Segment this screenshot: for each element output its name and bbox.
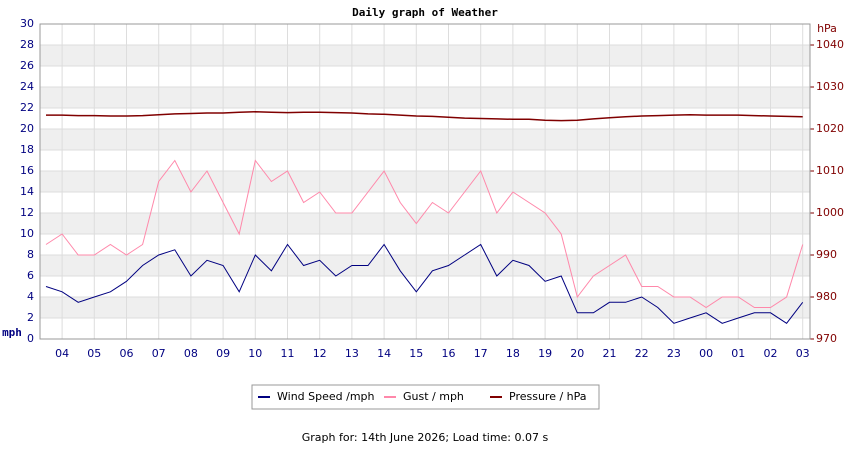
y-tick-label: 26 [20,59,34,72]
x-tick-label: 18 [506,347,520,360]
legend-label: Gust / mph [403,390,464,403]
y-tick-label: 22 [20,101,34,114]
series-line [45,243,804,324]
x-tick-label: 03 [796,347,810,360]
x-tick-label: 01 [731,347,745,360]
y-tick-label: 12 [20,206,34,219]
legend-box [251,384,600,410]
x-tick-label: 12 [313,347,327,360]
x-tick-label: 08 [184,347,198,360]
x-tick-label: 04 [55,347,69,360]
series-line [46,111,803,122]
x-tick-label: 15 [409,347,423,360]
y-axis-label: mph [2,326,22,339]
x-tick-label: 21 [603,347,617,360]
plot-border [39,23,811,340]
x-tick-label: 13 [345,347,359,360]
y2-tick-label: 1000 [816,206,844,219]
x-tick-label: 10 [248,347,262,360]
x-tick-label: 17 [474,347,488,360]
x-tick-label: 02 [764,347,778,360]
x-tick-label: 14 [377,347,391,360]
y-tick-label: 14 [20,185,34,198]
y-tick-label: 2 [27,311,34,324]
x-tick-label: 16 [442,347,456,360]
y2-axis-label: hPa [817,22,837,35]
grid-band [40,45,810,66]
y2-tick-label: 990 [816,248,837,261]
x-tick-label: 00 [699,347,713,360]
footer: Graph for: 14th June 2026; Load time: 0.… [302,431,549,444]
grid-band [40,213,810,234]
y2-tick-label: 1040 [816,38,844,51]
series-line [45,159,804,309]
grid-band [40,129,810,150]
y-tick-label: 0 [27,332,34,345]
y-tick-label: 6 [27,269,34,282]
x-tick-label: 09 [216,347,230,360]
grid-band [40,255,810,276]
y2-tick-label: 970 [816,332,837,345]
plot-area [40,23,810,340]
y-tick-label: 24 [20,80,34,93]
x-tick-label: 11 [281,347,295,360]
grid-band [40,171,810,192]
y-tick-label: 8 [27,248,34,261]
y-tick-label: 20 [20,122,34,135]
chart-title: Daily graph of Weather [352,6,498,19]
grid-band [40,87,810,108]
x-tick-label: 19 [538,347,552,360]
x-tick-label: 23 [667,347,681,360]
y2-tick-label: 1030 [816,80,844,93]
x-tick-label: 07 [152,347,166,360]
x-tick-label: 05 [87,347,101,360]
y2-tick-label: 1010 [816,164,844,177]
y-tick-label: 30 [20,17,34,30]
legend-label: Wind Speed /mph [277,390,375,403]
y2-tick-label: 1020 [816,122,844,135]
x-tick-label: 22 [635,347,649,360]
y-tick-label: 10 [20,227,34,240]
legend-label: Pressure / hPa [509,390,587,403]
y-tick-label: 4 [27,290,34,303]
y-tick-label: 16 [20,164,34,177]
x-tick-label: 20 [570,347,584,360]
x-tick-label: 06 [120,347,134,360]
y2-tick-label: 980 [816,290,837,303]
y-tick-label: 28 [20,38,34,51]
y-tick-label: 18 [20,143,34,156]
